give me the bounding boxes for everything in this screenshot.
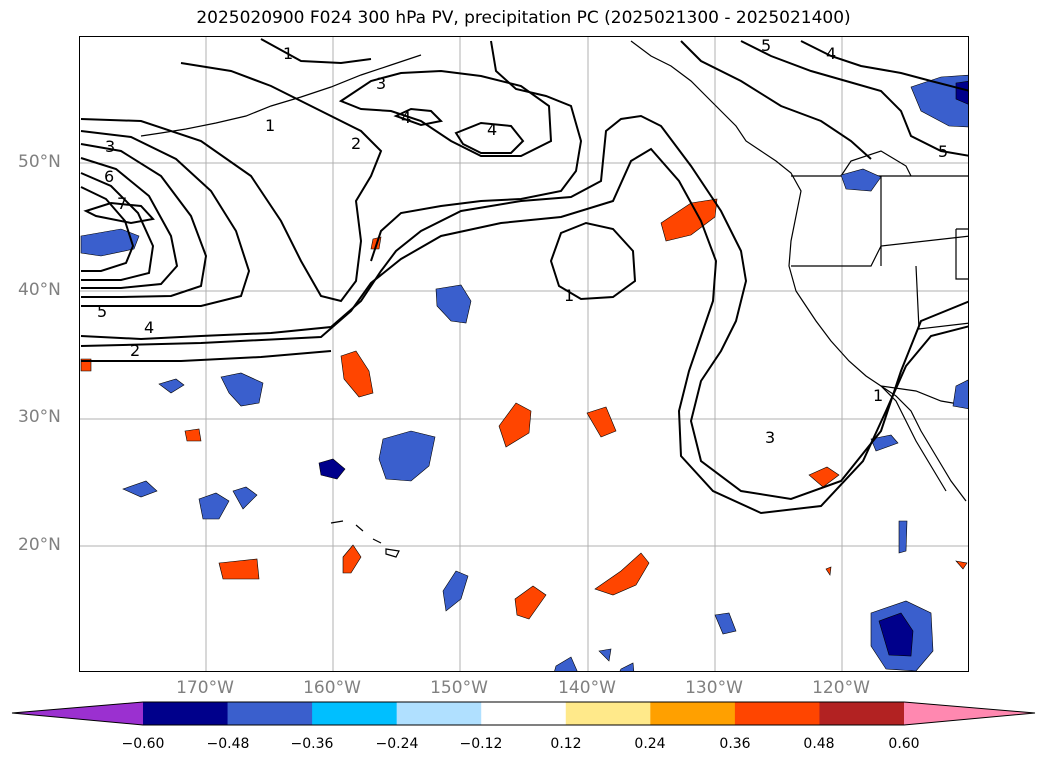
colorbar-tick-label: −0.36 (290, 736, 334, 752)
contour-label: 7 (117, 194, 127, 213)
contour-label: 5 (761, 37, 771, 55)
colorbar-tick-label: −0.24 (375, 736, 419, 752)
lon-label-160w: 160°W (303, 678, 361, 698)
colorbar-extend-low (12, 702, 143, 725)
pv-contours (80, 38, 968, 515)
lon-label-120w: 120°W (812, 678, 870, 698)
colorbar-cell (396, 702, 482, 725)
lon-label-130w: 130°W (685, 678, 743, 698)
colorbar-tick-label: −0.48 (206, 736, 250, 752)
contour-label: 5 (97, 302, 107, 321)
contour-label: 3 (105, 137, 115, 156)
colorbar-tick-label: 0.60 (888, 736, 920, 752)
colorbar-cell (227, 702, 313, 725)
contour-label: 1 (564, 286, 574, 305)
coastlines (140, 40, 968, 558)
lat-label-30n: 30°N (18, 407, 61, 427)
colorbar-cell (143, 702, 229, 725)
colorbar-tick-label: 0.12 (550, 736, 582, 752)
colorbar-tick-label: −0.60 (121, 736, 165, 752)
colorbar-cell (481, 702, 567, 725)
map-title: 2025020900 F024 300 hPa PV, precipitatio… (196, 8, 851, 28)
contour-label: 2 (351, 134, 361, 153)
colorbar-extend-high (904, 702, 1035, 725)
colorbar-tick-label: −0.12 (459, 736, 503, 752)
contour-label: 2 (130, 341, 140, 360)
colorbar (11, 701, 1036, 726)
lat-label-40n: 40°N (18, 280, 61, 300)
lon-label-140w: 140°W (558, 678, 616, 698)
gridlines (80, 37, 968, 671)
contour-labels: 1 2 3 4 5 6 7 1 2 3 4 4 5 1 3 4 5 1 (97, 37, 948, 447)
colorbar-cell (650, 702, 736, 725)
contour-label: 4 (401, 108, 411, 127)
contour-label: 3 (765, 428, 775, 447)
lat-label-20n: 20°N (18, 535, 61, 555)
colorbar-cell (312, 702, 398, 725)
contour-label: 4 (144, 318, 154, 337)
contour-label: 4 (826, 44, 836, 63)
contour-label: 1 (265, 116, 275, 135)
precipitation-shading (80, 74, 968, 671)
colorbar-tick-label: 0.36 (719, 736, 751, 752)
colorbar-cell (734, 702, 820, 725)
contour-label: 6 (104, 167, 114, 186)
contour-label: 1 (283, 44, 293, 63)
contour-label: 4 (487, 120, 497, 139)
colorbar-tick-label: 0.48 (803, 736, 835, 752)
lat-label-50n: 50°N (18, 152, 61, 172)
lon-label-170w: 170°W (176, 678, 234, 698)
map-panel: 1 2 3 4 5 6 7 1 2 3 4 4 5 1 3 4 5 1 (79, 36, 969, 672)
contour-label: 5 (938, 142, 948, 161)
colorbar-cell (565, 702, 651, 725)
contour-label: 1 (873, 386, 883, 405)
colorbar-cell (819, 702, 905, 725)
colorbar-tick-label: 0.24 (634, 736, 666, 752)
map-canvas: 1 2 3 4 5 6 7 1 2 3 4 4 5 1 3 4 5 1 (80, 37, 968, 671)
lon-label-150w: 150°W (430, 678, 488, 698)
contour-label: 3 (376, 74, 386, 93)
